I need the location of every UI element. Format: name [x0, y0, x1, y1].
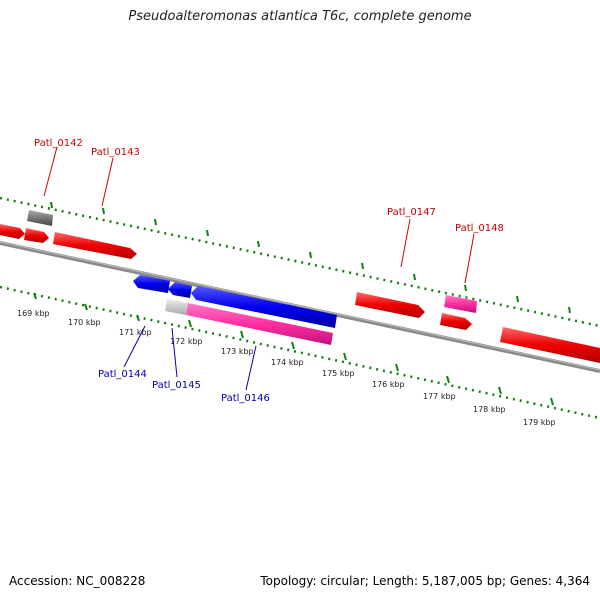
- gene-feature-forward[interactable]: [500, 327, 600, 363]
- gene-feature-forward[interactable]: [0, 224, 25, 239]
- gene-feature-rna[interactable]: [186, 303, 333, 345]
- gene-labels: Patl_0142 Patl_0143 Patl_0147 Patl_0148 …: [34, 138, 504, 404]
- gene-label[interactable]: Patl_0143: [91, 147, 140, 158]
- tick-label: 174 kbp: [271, 358, 304, 367]
- genome-summary-text: Topology: circular; Length: 5,187,005 bp…: [260, 574, 590, 588]
- gene-feature-reverse[interactable]: [168, 282, 192, 298]
- lower-scale-ticks: [33, 292, 554, 406]
- tick-label: 169 kbp: [17, 309, 50, 318]
- gene-feature-reverse[interactable]: [133, 275, 170, 293]
- tick-label: 179 kbp: [523, 418, 556, 427]
- gene-feature-forward[interactable]: [53, 232, 137, 259]
- upper-scale-dots: [0, 196, 600, 328]
- tick-label: 177 kbp: [423, 392, 456, 401]
- label-leader-lines: [43, 146, 475, 391]
- tick-label: 175 kbp: [322, 369, 355, 378]
- gene-label[interactable]: Patl_0145: [152, 380, 201, 391]
- gene-feature-forward[interactable]: [355, 292, 425, 318]
- genome-backbone-highlight: [0, 241, 600, 371]
- tick-label: 170 kbp: [68, 318, 101, 327]
- gene-label[interactable]: Patl_0144: [98, 369, 147, 380]
- map-title: Pseudoalteromonas atlantica T6c, complet…: [128, 9, 472, 24]
- upper-scale-ticks: [50, 201, 571, 314]
- gene-feature-pseudo[interactable]: [27, 210, 53, 226]
- gene-feature-forward[interactable]: [440, 313, 472, 330]
- reverse-genes: [133, 275, 337, 345]
- gene-feature-misc[interactable]: [165, 299, 188, 315]
- tick-label: 173 kbp: [221, 347, 254, 356]
- gene-label[interactable]: Patl_0142: [34, 138, 83, 149]
- gene-label[interactable]: Patl_0147: [387, 207, 436, 218]
- tick-label: 176 kbp: [372, 380, 405, 389]
- tick-label: 178 kbp: [473, 405, 506, 414]
- accession-text: Accession: NC_008228: [9, 574, 146, 588]
- gene-feature-reverse[interactable]: [191, 286, 337, 328]
- gene-feature-rna[interactable]: [444, 295, 477, 313]
- lower-scale-dots: [0, 285, 600, 420]
- tick-label: 172 kbp: [170, 337, 203, 346]
- tick-label: 171 kbp: [119, 328, 152, 337]
- gene-feature-forward[interactable]: [24, 228, 49, 243]
- forward-genes: [0, 210, 600, 363]
- genome-backbone: [0, 241, 600, 373]
- gene-label[interactable]: Patl_0148: [455, 223, 504, 234]
- gene-label[interactable]: Patl_0146: [221, 393, 270, 404]
- tick-labels: 169 kbp 170 kbp 171 kbp 172 kbp 173 kbp …: [17, 309, 556, 427]
